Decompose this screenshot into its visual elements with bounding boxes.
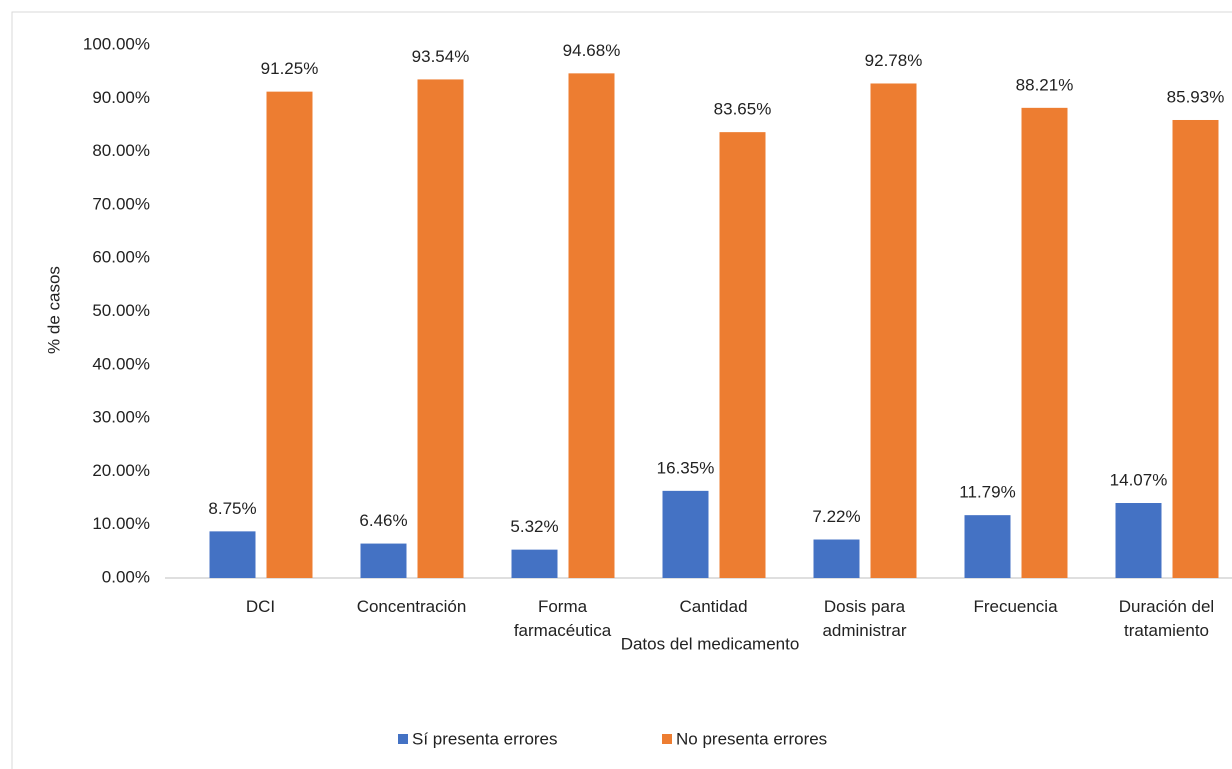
x-axis-title: Datos del medicamento: [621, 634, 800, 653]
y-tick-label: 50.00%: [92, 301, 150, 320]
x-tick-label: Frecuencia: [973, 597, 1058, 616]
x-tick-label: Duración del tratamiento: [1119, 597, 1214, 640]
legend-label: Sí presenta errores: [412, 729, 558, 748]
bar: [1021, 107, 1068, 578]
data-label: 5.32%: [510, 517, 558, 536]
y-tick-label: 60.00%: [92, 248, 150, 267]
y-tick-label: 90.00%: [92, 88, 150, 107]
bar: [209, 531, 256, 578]
data-label: 14.07%: [1110, 470, 1168, 489]
y-tick-label: 30.00%: [92, 408, 150, 427]
data-label: 88.21%: [1016, 75, 1074, 94]
x-tick-label: Dosis para administrar: [822, 597, 906, 640]
bar: [1115, 503, 1162, 578]
bar: [719, 132, 766, 578]
y-tick-label: 10.00%: [92, 514, 150, 533]
data-label: 7.22%: [812, 507, 860, 526]
bar: [417, 79, 464, 579]
bar: [266, 91, 313, 578]
bar: [511, 549, 558, 578]
data-label: 11.79%: [959, 483, 1015, 502]
data-label: 16.35%: [657, 458, 715, 477]
bar: [964, 515, 1011, 578]
y-tick-label: 20.00%: [92, 461, 150, 480]
data-label: 83.65%: [714, 100, 772, 119]
data-label: 94.68%: [563, 41, 621, 60]
data-label: 93.54%: [412, 47, 470, 66]
data-label: 92.78%: [865, 51, 923, 70]
y-axis-title: % de casos: [44, 266, 63, 354]
data-label: 91.25%: [261, 59, 319, 78]
legend-swatch: [398, 734, 408, 744]
y-tick-label: 70.00%: [92, 194, 150, 213]
y-tick-label: 100.00%: [83, 34, 150, 53]
legend-label: No presenta errores: [676, 729, 827, 748]
bar: [1172, 119, 1219, 578]
bar: [870, 83, 917, 578]
bar: [662, 490, 709, 578]
y-tick-label: 40.00%: [92, 354, 150, 373]
legend-swatch: [662, 734, 672, 744]
data-label: 8.75%: [208, 499, 256, 518]
x-tick-label: Concentración: [357, 597, 467, 616]
x-tick-label: Cantidad: [679, 597, 747, 616]
y-tick-label: 0.00%: [102, 567, 150, 586]
y-tick-label: 80.00%: [92, 141, 150, 160]
data-label: 6.46%: [359, 511, 407, 530]
bar: [360, 543, 407, 578]
x-tick-label: DCI: [246, 597, 275, 616]
data-label: 85.93%: [1167, 87, 1225, 106]
bar: [568, 73, 615, 579]
bar: [813, 539, 860, 578]
x-tick-label: Forma farmacéutica: [514, 597, 612, 640]
